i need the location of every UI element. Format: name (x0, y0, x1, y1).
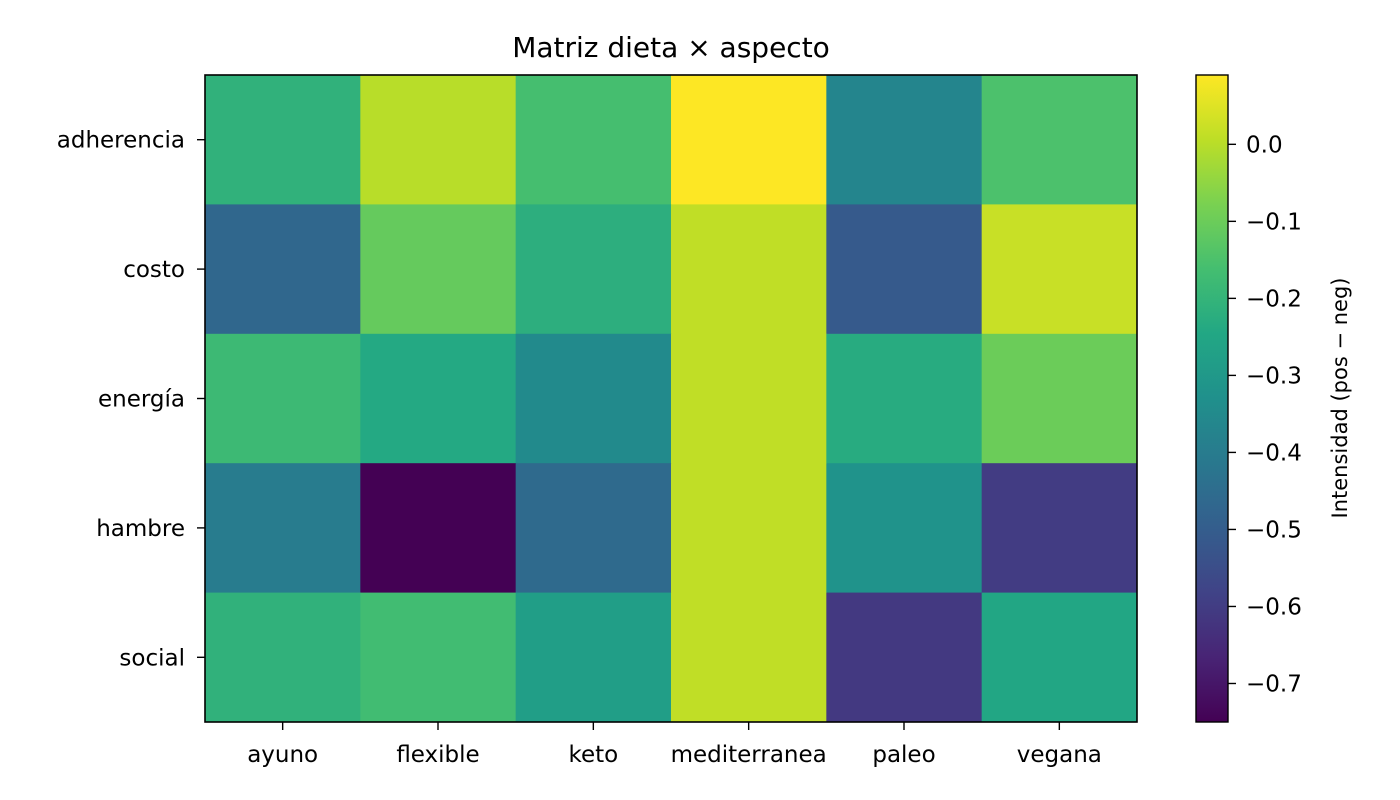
y-axis-ticks: adherencia costo energía hambre social (57, 128, 205, 671)
heatmap-cell (671, 75, 827, 205)
heatmap-cell (981, 204, 1138, 335)
heatmap-cell (205, 75, 361, 205)
y-tick-label: costo (123, 257, 185, 283)
x-tick-label: vegana (1017, 742, 1102, 768)
heatmap-cell (981, 333, 1138, 464)
heatmap-cell (360, 463, 517, 594)
x-tick-label: keto (568, 742, 618, 768)
y-tick-label: social (119, 645, 185, 671)
colorbar-tick-label: −0.3 (1246, 363, 1302, 389)
x-tick-label: ayuno (247, 742, 318, 768)
colorbar-tick-label: −0.1 (1246, 209, 1302, 235)
y-tick-label: energía (98, 387, 185, 413)
heatmap-cell (205, 333, 361, 464)
heatmap-cell (360, 75, 517, 205)
x-axis-ticks: ayuno flexible keto mediterranea paleo vegana (247, 722, 1102, 768)
heatmap-cell (671, 204, 827, 335)
heatmap-cell (981, 592, 1138, 723)
plot-frame (204, 74, 1138, 723)
heatmap-cell (515, 204, 672, 335)
heatmap-cell (515, 333, 672, 464)
colorbar (1195, 74, 1229, 723)
heatmap-cell (671, 333, 827, 464)
x-tick-label: mediterranea (671, 742, 827, 768)
heatmap-cell (360, 592, 517, 723)
y-tick-label: hambre (96, 516, 185, 542)
heatmap-cell (826, 75, 983, 205)
heatmap-cell (671, 592, 827, 723)
y-tick-label: adherencia (57, 128, 185, 154)
x-tick-label: paleo (872, 742, 935, 768)
colorbar-tick-label: −0.5 (1246, 517, 1302, 543)
heatmap-cell (515, 592, 672, 723)
colorbar-tick-label: 0.0 (1246, 132, 1283, 158)
colorbar-tick-label: −0.4 (1246, 440, 1302, 466)
heatmap-cell (205, 592, 361, 723)
colorbar-tick-label: −0.7 (1246, 671, 1302, 697)
colorbar-tick-label: −0.2 (1246, 286, 1302, 312)
heatmap-cell (981, 75, 1138, 205)
heatmap-cells (205, 75, 1138, 723)
heatmap-cell (826, 333, 983, 464)
heatmap-cell (360, 333, 517, 464)
heatmap-cell (981, 463, 1138, 594)
heatmap-cell (671, 463, 827, 594)
heatmap-cell (515, 75, 672, 205)
colorbar-tick-label: −0.6 (1246, 594, 1302, 620)
heatmap-cell (515, 463, 672, 594)
heatmap-cell (205, 204, 361, 335)
heatmap-cell (826, 592, 983, 723)
heatmap-cell (360, 204, 517, 335)
colorbar-label: Intensidad (pos − neg) (1328, 278, 1352, 519)
chart-title: Matriz dieta × aspecto (512, 31, 830, 64)
colorbar-ticks: 0.0 −0.1 −0.2 −0.3 −0.4 −0.5 −0.6 −0.7 (1228, 132, 1302, 697)
heatmap-cell (205, 463, 361, 594)
heatmap-cell (826, 463, 983, 594)
heatmap-cell (826, 204, 983, 335)
x-tick-label: flexible (396, 742, 479, 768)
